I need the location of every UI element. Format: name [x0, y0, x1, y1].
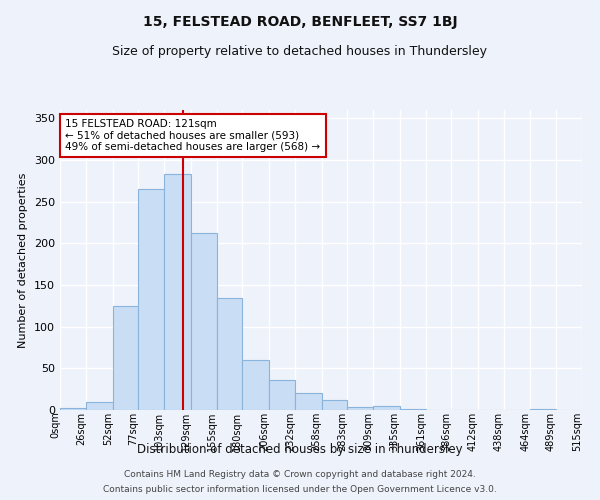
Bar: [138, 189, 164, 410]
Bar: [373, 406, 400, 410]
Text: 15, FELSTEAD ROAD, BENFLEET, SS7 1BJ: 15, FELSTEAD ROAD, BENFLEET, SS7 1BJ: [143, 15, 457, 29]
Bar: [322, 400, 347, 410]
Bar: [86, 402, 113, 410]
Bar: [164, 174, 191, 410]
Bar: [269, 380, 295, 410]
Text: 15 FELSTEAD ROAD: 121sqm
← 51% of detached houses are smaller (593)
49% of semi-: 15 FELSTEAD ROAD: 121sqm ← 51% of detach…: [65, 119, 320, 152]
Text: Contains public sector information licensed under the Open Government Licence v3: Contains public sector information licen…: [103, 485, 497, 494]
Bar: [217, 298, 242, 410]
Bar: [60, 408, 86, 410]
Bar: [295, 394, 322, 410]
Bar: [400, 409, 426, 410]
Text: Contains HM Land Registry data © Crown copyright and database right 2024.: Contains HM Land Registry data © Crown c…: [124, 470, 476, 479]
Y-axis label: Number of detached properties: Number of detached properties: [19, 172, 28, 348]
Bar: [113, 306, 138, 410]
Text: Distribution of detached houses by size in Thundersley: Distribution of detached houses by size …: [137, 442, 463, 456]
Bar: [530, 409, 556, 410]
Text: Size of property relative to detached houses in Thundersley: Size of property relative to detached ho…: [113, 45, 487, 58]
Bar: [242, 360, 269, 410]
Bar: [347, 406, 373, 410]
Bar: [191, 232, 217, 410]
